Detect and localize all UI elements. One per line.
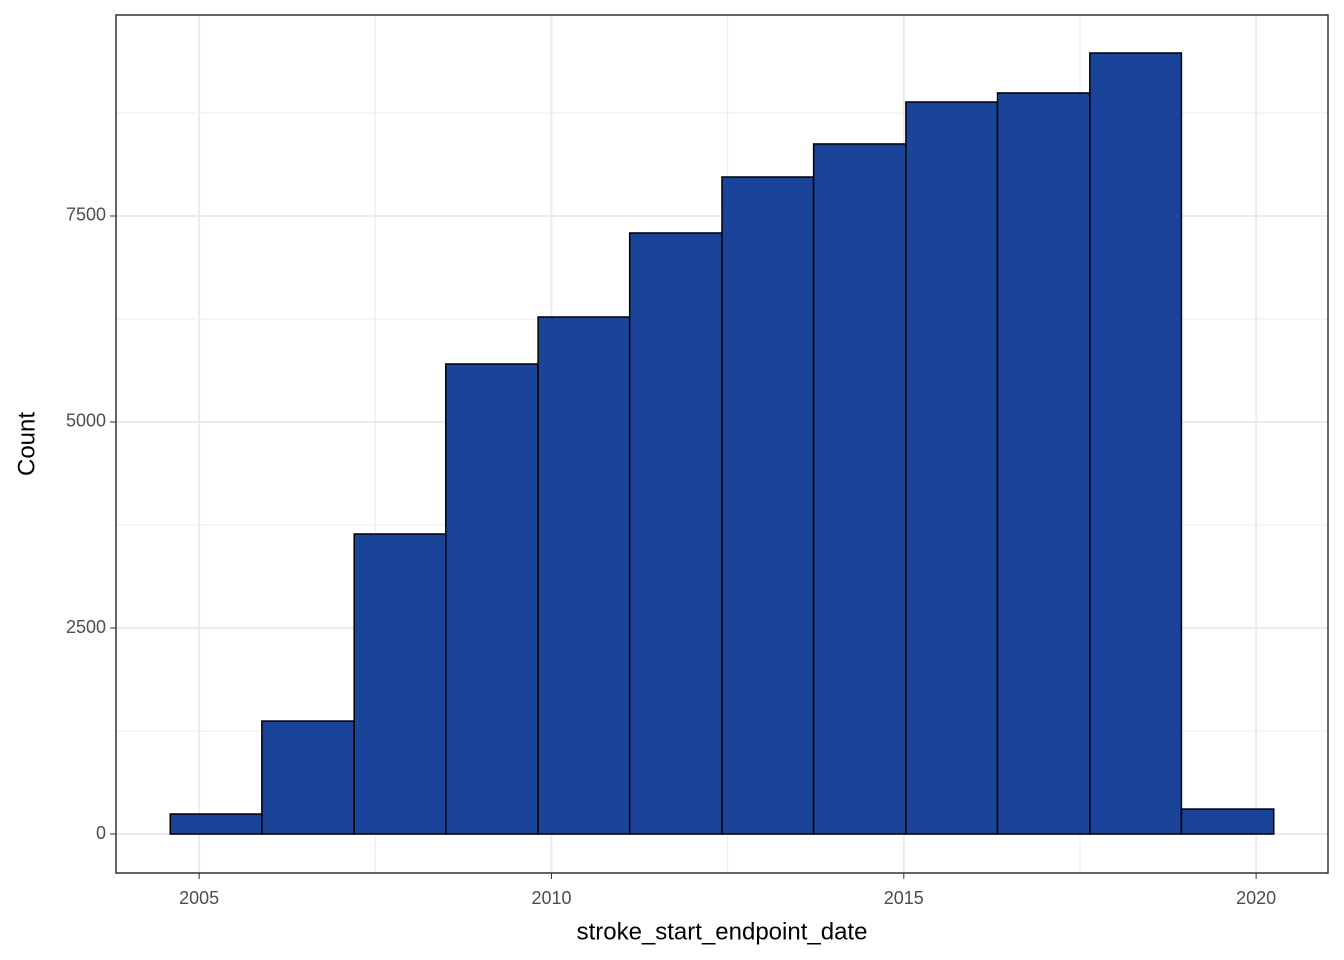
bar <box>445 363 539 835</box>
bar <box>812 143 907 835</box>
y-tick-label: 0 <box>96 823 106 843</box>
bar <box>537 316 631 835</box>
bar <box>261 720 355 835</box>
bar <box>905 101 999 835</box>
y-tick-label: 2500 <box>66 617 106 637</box>
bar <box>628 232 723 835</box>
bar <box>1089 52 1183 835</box>
bar <box>169 813 263 835</box>
x-axis-label: stroke_start_endpoint_date <box>577 918 868 945</box>
bar <box>996 92 1091 835</box>
bar <box>721 176 815 835</box>
x-tick-label: 2020 <box>1236 888 1276 908</box>
x-tick-label: 2005 <box>179 888 219 908</box>
y-tick-label: 5000 <box>66 411 106 431</box>
bar <box>353 533 447 835</box>
bar <box>1180 808 1275 835</box>
x-tick-label: 2015 <box>884 888 924 908</box>
panel-border <box>115 14 1329 874</box>
y-tick-label: 7500 <box>66 205 106 225</box>
x-tick-label: 2010 <box>531 888 571 908</box>
y-axis-label: Count <box>13 412 40 476</box>
